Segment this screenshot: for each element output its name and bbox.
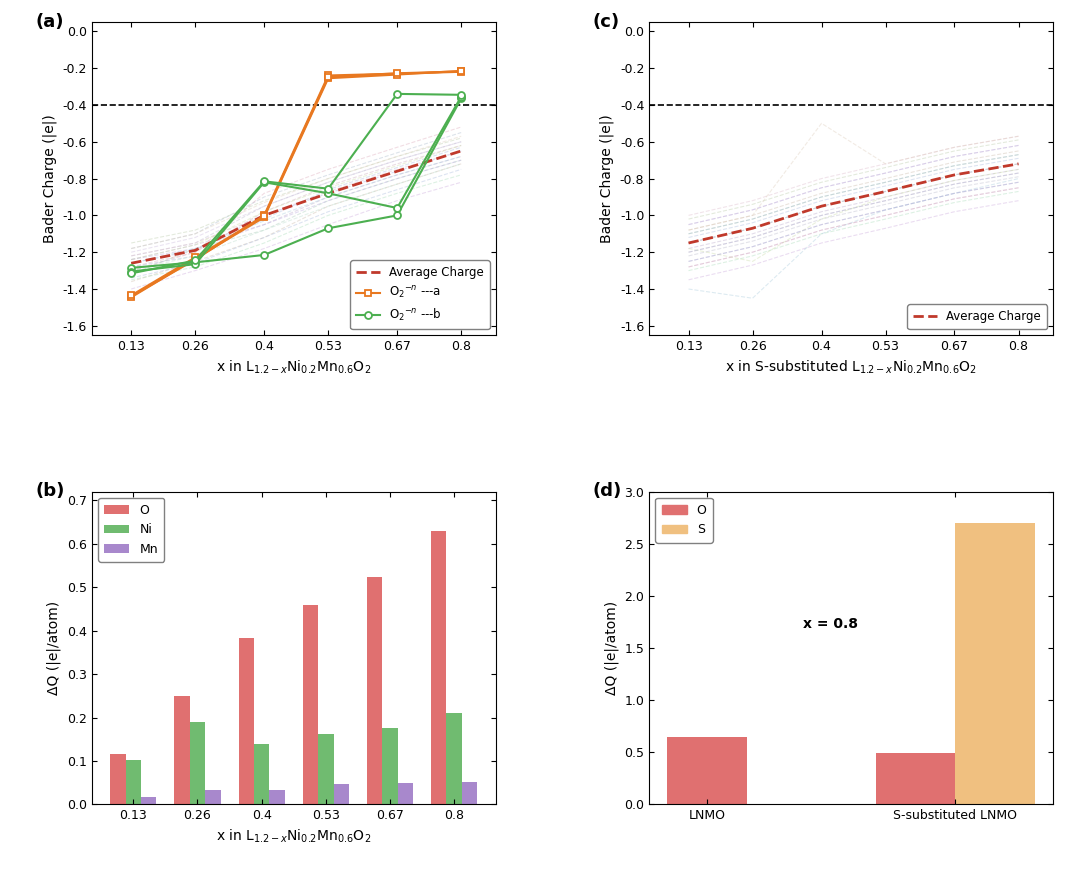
Y-axis label: Bader Charge (|e|): Bader Charge (|e|) bbox=[599, 114, 615, 243]
Bar bbox=[141, 796, 157, 804]
Bar bbox=[239, 638, 254, 804]
Bar bbox=[446, 713, 462, 804]
Legend: O, Ni, Mn: O, Ni, Mn bbox=[98, 498, 164, 561]
Bar bbox=[205, 790, 220, 804]
Bar bbox=[667, 737, 747, 804]
Bar bbox=[397, 782, 414, 804]
Y-axis label: ΔQ (|e|/atom): ΔQ (|e|/atom) bbox=[46, 601, 62, 695]
Text: (c): (c) bbox=[593, 12, 620, 31]
Bar bbox=[125, 759, 141, 804]
Bar bbox=[174, 697, 190, 804]
Text: (a): (a) bbox=[36, 12, 64, 31]
Text: (b): (b) bbox=[36, 482, 65, 500]
X-axis label: x in L$_{1.2-x}$Ni$_{0.2}$Mn$_{0.6}$O$_2$: x in L$_{1.2-x}$Ni$_{0.2}$Mn$_{0.6}$O$_2… bbox=[216, 358, 372, 376]
Legend: O, S: O, S bbox=[656, 498, 713, 543]
Text: (d): (d) bbox=[593, 482, 622, 500]
Legend: Average Charge, O$_2$$^{-n}$ ---a, O$_2$$^{-n}$ ---b: Average Charge, O$_2$$^{-n}$ ---a, O$_2$… bbox=[350, 260, 489, 329]
X-axis label: x in S-substituted L$_{1.2-x}$Ni$_{0.2}$Mn$_{0.6}$O$_2$: x in S-substituted L$_{1.2-x}$Ni$_{0.2}$… bbox=[725, 358, 977, 376]
Bar bbox=[319, 735, 334, 804]
Bar bbox=[382, 728, 397, 804]
Bar bbox=[302, 605, 319, 804]
Bar bbox=[462, 781, 477, 804]
Y-axis label: Bader Charge (|e|): Bader Charge (|e|) bbox=[42, 114, 57, 243]
Legend: Average Charge: Average Charge bbox=[907, 304, 1048, 329]
Bar bbox=[110, 753, 125, 804]
Bar bbox=[254, 744, 269, 804]
Bar bbox=[190, 722, 205, 804]
Bar bbox=[367, 577, 382, 804]
Bar bbox=[334, 784, 349, 804]
Bar bbox=[431, 530, 446, 804]
Bar bbox=[269, 790, 285, 804]
Bar bbox=[955, 522, 1035, 804]
X-axis label: x in L$_{1.2-x}$Ni$_{0.2}$Mn$_{0.6}$O$_2$: x in L$_{1.2-x}$Ni$_{0.2}$Mn$_{0.6}$O$_2… bbox=[216, 827, 372, 845]
Text: x = 0.8: x = 0.8 bbox=[802, 617, 858, 630]
Y-axis label: ΔQ (|e|/atom): ΔQ (|e|/atom) bbox=[604, 601, 619, 695]
Bar bbox=[876, 753, 955, 804]
